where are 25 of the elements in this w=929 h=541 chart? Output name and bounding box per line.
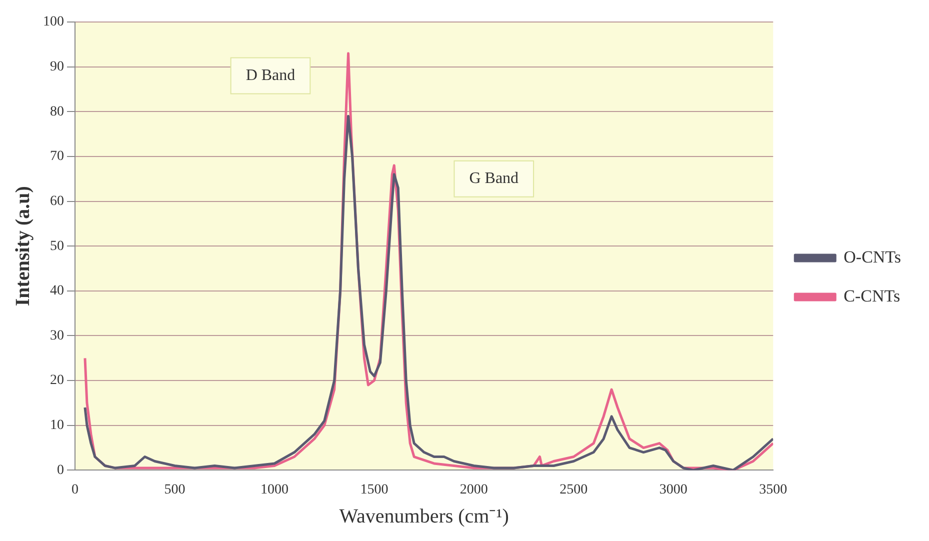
y-tick-label: 0 — [57, 462, 64, 478]
y-tick-label: 60 — [50, 194, 64, 209]
y-tick-label: 30 — [50, 328, 64, 344]
y-axis-title: Intensity (a.u) — [12, 186, 34, 306]
legend-label: C-CNTs — [844, 286, 900, 306]
y-tick-label: 20 — [50, 373, 64, 388]
x-tick-label: 2500 — [560, 482, 588, 498]
x-tick-label: 3000 — [659, 482, 688, 498]
y-tick-label: 90 — [50, 59, 64, 74]
legend-label: O-CNTs — [844, 247, 902, 266]
x-tick-label: 500 — [164, 482, 186, 498]
y-tick-label: 70 — [50, 149, 64, 164]
x-tick-label: 2000 — [460, 482, 488, 498]
x-tick-label: 1500 — [360, 482, 388, 498]
y-tick-label: 100 — [43, 14, 64, 30]
x-tick-label: 3500 — [759, 482, 788, 498]
annotation: D Band — [246, 66, 296, 84]
x-tick-label: 0 — [72, 482, 78, 498]
x-tick-label: 1000 — [260, 482, 288, 498]
y-tick-label: 50 — [50, 238, 64, 254]
y-tick-label: 10 — [50, 418, 64, 434]
y-tick-label: 80 — [50, 104, 64, 120]
y-tick-label: 40 — [50, 284, 64, 299]
annotation: G Band — [469, 170, 519, 188]
x-axis-title: Wavenumbers (cm⁻¹) — [339, 505, 509, 528]
